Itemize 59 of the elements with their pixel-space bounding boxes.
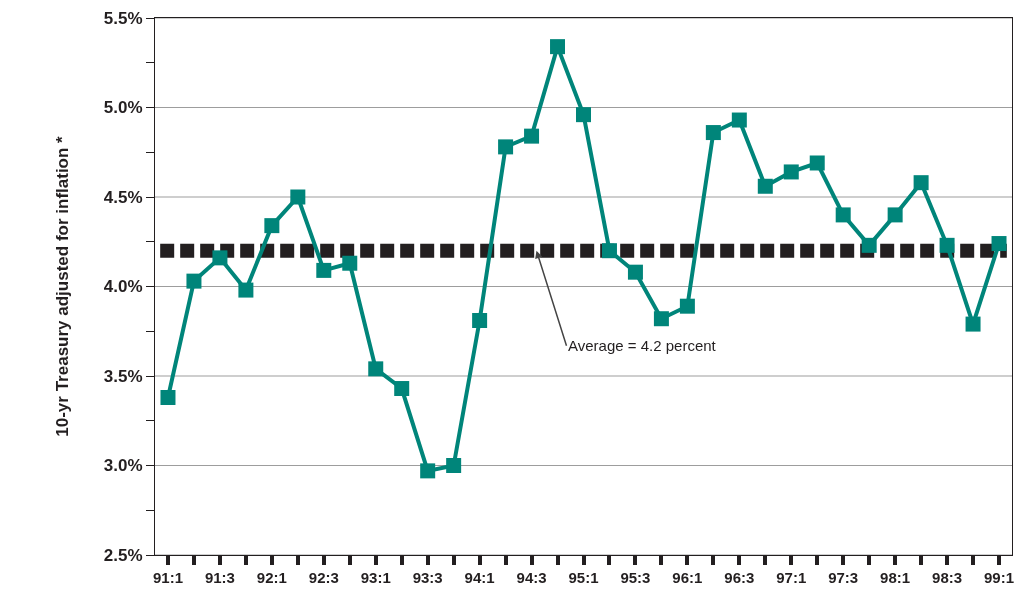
y-tick-label: 3.5% (103, 366, 143, 386)
point (238, 282, 254, 298)
point (965, 316, 981, 332)
y-tick-label: 3.0% (103, 456, 143, 476)
x-tick-label: 92:1 (256, 569, 287, 586)
point (653, 311, 669, 327)
x-tick-label: 97:1 (776, 569, 807, 586)
x-tick-label: 95:1 (568, 569, 599, 586)
point (446, 458, 462, 473)
y-tick-label: 4.0% (103, 277, 143, 297)
point (420, 463, 436, 479)
point (472, 313, 488, 329)
point (861, 237, 877, 253)
ref-line-label: Average = 4.2 percent (568, 337, 717, 354)
point (290, 189, 306, 205)
point (783, 164, 799, 180)
point (212, 250, 228, 266)
x-tick-label: 91:1 (152, 569, 183, 586)
x-tick-label: 94:3 (516, 569, 547, 586)
x-tick-label: 97:3 (828, 569, 859, 586)
point (679, 298, 695, 314)
x-tick-label: 93:1 (360, 569, 391, 586)
point (498, 139, 514, 155)
y-tick-label: 2.5% (103, 545, 143, 565)
point (342, 255, 358, 271)
point (524, 128, 540, 144)
point (939, 237, 955, 253)
point (913, 175, 929, 191)
y-tick-label: 5.5% (103, 8, 143, 28)
point (887, 207, 903, 223)
y-tick-label: 4.5% (103, 187, 143, 207)
point (705, 125, 721, 141)
x-tick-label: 96:1 (672, 569, 703, 586)
point (991, 236, 1007, 252)
x-tick-label: 98:3 (932, 569, 963, 586)
point (160, 389, 176, 405)
point (550, 39, 566, 55)
y-tick-label: 5.0% (103, 98, 143, 118)
x-tick-label: 93:3 (412, 569, 443, 586)
x-tick-label: 91:3 (204, 569, 235, 586)
point (809, 155, 825, 171)
y-axis-title: 10-yr Treasury adjusted for inflation * (53, 135, 73, 437)
x-tick-label: 94:1 (464, 569, 495, 586)
point (757, 178, 773, 194)
point (264, 218, 280, 234)
point (576, 107, 591, 123)
x-tick-label: 98:1 (880, 569, 911, 586)
point (731, 112, 747, 128)
x-tick-label: 95:3 (620, 569, 651, 586)
point (627, 264, 643, 280)
point (394, 381, 410, 397)
x-tick-label: 92:3 (308, 569, 339, 586)
point (186, 273, 202, 289)
point (601, 243, 617, 259)
point (835, 207, 851, 223)
point (316, 262, 332, 278)
point (368, 361, 384, 377)
x-tick-label: 99:1 (984, 569, 1015, 586)
x-tick-label: 96:3 (724, 569, 755, 586)
